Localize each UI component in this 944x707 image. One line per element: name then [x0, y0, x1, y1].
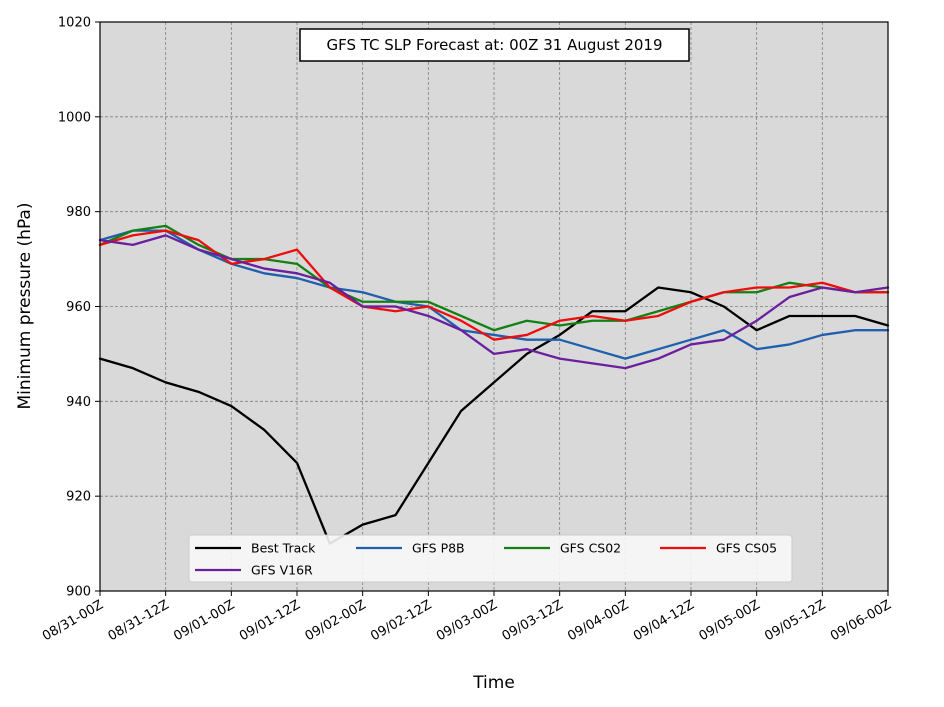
x-tick-label: 09/02-00Z [303, 597, 369, 644]
x-tick-label: 09/01-00Z [171, 597, 237, 644]
x-tick-label: 09/05-00Z [697, 597, 763, 644]
y-tick-label: 920 [66, 490, 91, 505]
x-axis-label: Time [472, 673, 515, 693]
legend-entry-gfs-v16r: GFS V16R [195, 563, 313, 578]
series-line-best-track [98, 286, 890, 545]
y-tick-label: 940 [66, 395, 91, 410]
x-tick-label: 09/02-12Z [368, 597, 434, 644]
x-tick-label: 09/05-12Z [762, 597, 828, 644]
series-lines [98, 224, 890, 545]
legend-entry-best-track: Best Track [195, 541, 316, 556]
y-tick-label: 1000 [58, 110, 91, 125]
legend-entry-gfs-cs05: GFS CS05 [660, 541, 777, 556]
legend-label: Best Track [251, 541, 316, 556]
x-axis: 08/31-00Z 08/31-12Z 09/01-00Z 09/01-12Z 09/0… [40, 591, 894, 644]
legend-label: GFS CS02 [560, 541, 621, 556]
x-tick-label: 09/03-12Z [500, 597, 566, 644]
x-tick-label: 09/04-00Z [565, 597, 631, 644]
y-axis: 900 920 940 960 980 1000 1020 [58, 16, 100, 600]
y-tick-label: 980 [66, 205, 91, 220]
x-tick-label: 09/03-00Z [434, 597, 500, 644]
x-tick-label: 09/01-12Z [237, 597, 303, 644]
legend: Best Track GFS V16R GFS P8B GFS CS02 GFS CS0… [188, 534, 793, 583]
x-tick-label: 09/06-00Z [828, 597, 894, 644]
y-axis-label: Minimum pressure (hPa) [15, 203, 35, 410]
legend-entry-gfs-cs02: GFS CS02 [504, 541, 621, 556]
x-tick-label: 09/04-12Z [631, 597, 697, 644]
chart-title: GFS TC SLP Forecast at: 00Z 31 August 20… [326, 36, 662, 54]
legend-label: GFS P8B [412, 541, 465, 556]
legend-label: GFS CS05 [716, 541, 777, 556]
series-line-gfs-v16r [98, 234, 890, 370]
chart-title-box: GFS TC SLP Forecast at: 00Z 31 August 20… [299, 28, 690, 62]
y-tick-label: 900 [66, 585, 91, 600]
x-tick-label: 08/31-12Z [106, 597, 172, 644]
legend-entry-gfs-p8b: GFS P8B [356, 541, 465, 556]
legend-label: GFS V16R [251, 563, 313, 578]
x-tick-label: 08/31-00Z [40, 597, 106, 644]
y-tick-label: 1020 [58, 16, 91, 31]
y-tick-label: 960 [66, 300, 91, 315]
series-line-gfs-cs05 [98, 229, 890, 341]
